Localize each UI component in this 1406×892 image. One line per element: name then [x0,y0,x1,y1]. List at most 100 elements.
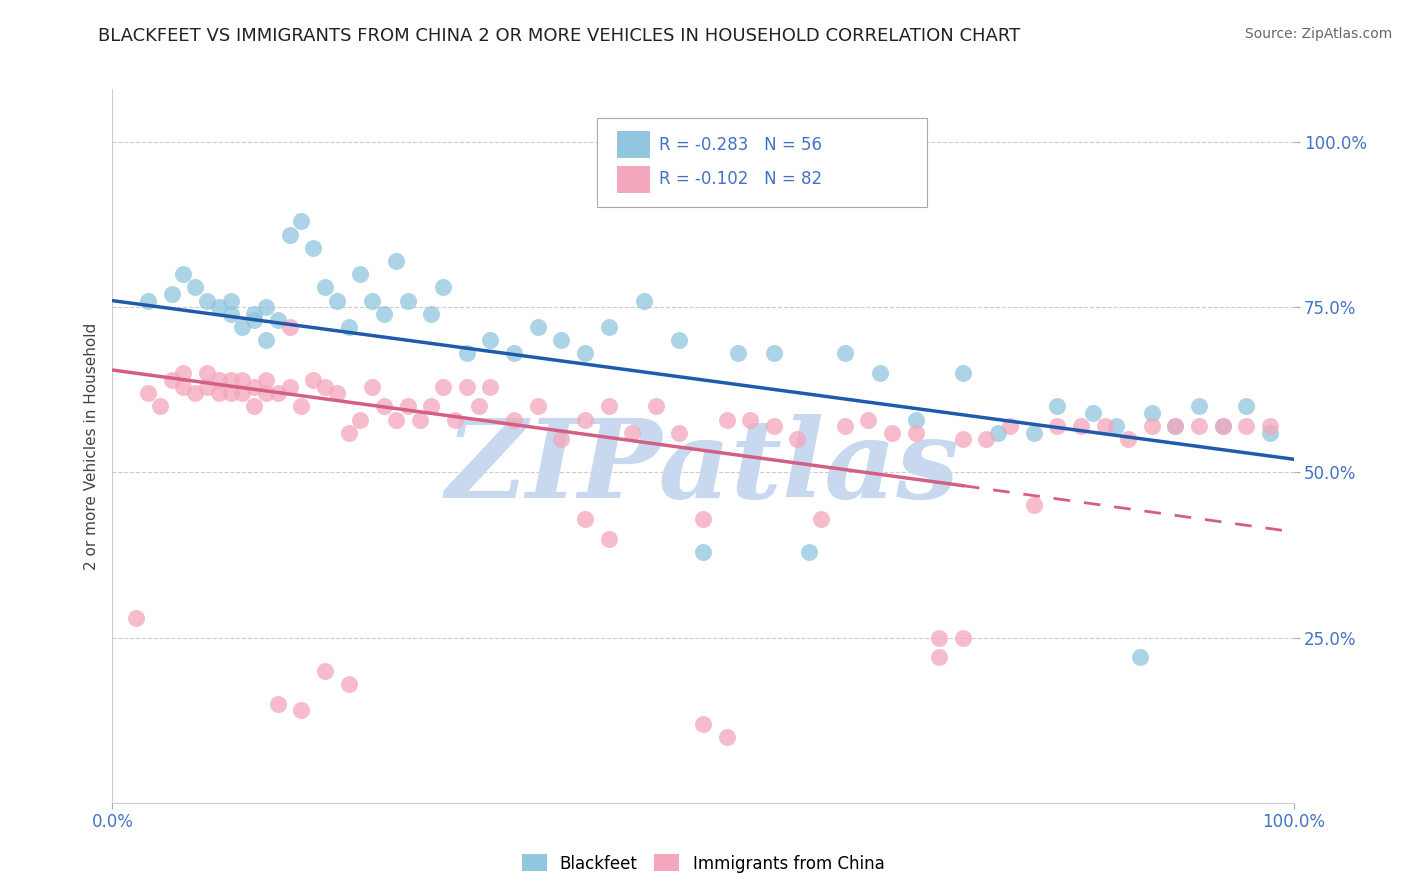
Point [172,267,194,281]
Point [267,386,290,401]
Point [550,333,572,347]
Text: R = -0.283   N = 56: R = -0.283 N = 56 [659,136,823,153]
Legend: Blackfeet, Immigrants from China: Blackfeet, Immigrants from China [515,847,891,880]
Point [136,293,159,308]
Point [219,293,242,308]
Point [208,373,231,387]
Point [644,400,666,414]
Point [1105,419,1128,434]
Point [1129,650,1152,665]
Point [479,333,502,347]
Point [361,293,384,308]
Point [195,379,218,393]
Point [869,367,891,381]
FancyBboxPatch shape [617,131,650,159]
Point [1070,419,1092,434]
Point [396,293,419,308]
Point [456,346,478,360]
Text: ZIPatlas: ZIPatlas [446,414,960,521]
Point [1140,419,1163,434]
Point [976,433,998,447]
Point [231,386,253,401]
Point [267,313,290,327]
Point [278,379,301,393]
Point [762,419,785,434]
Point [314,379,336,393]
Point [125,611,148,625]
Point [668,333,690,347]
Point [1081,406,1104,420]
Point [337,677,360,691]
Point [208,300,231,314]
Point [692,511,714,525]
Point [621,425,644,440]
Point [160,373,183,387]
Point [1212,419,1234,434]
Point [952,433,974,447]
Point [467,400,489,414]
Point [290,703,312,717]
Point [456,379,478,393]
Point [727,346,749,360]
Point [834,419,856,434]
Text: Source: ZipAtlas.com: Source: ZipAtlas.com [1244,27,1392,41]
Point [1164,419,1187,434]
Point [337,320,360,334]
Point [1234,419,1257,434]
Point [349,267,371,281]
Point [420,400,443,414]
Point [195,293,218,308]
Point [668,425,690,440]
Point [574,346,596,360]
Point [373,307,395,321]
Point [396,400,419,414]
Point [219,373,242,387]
Point [337,425,360,440]
Point [574,511,596,525]
Point [740,412,762,426]
Point [160,287,183,301]
Point [278,227,301,242]
Point [290,400,312,414]
Point [231,373,253,387]
Point [880,425,903,440]
Point [267,697,290,711]
Point [928,631,950,645]
Point [243,313,266,327]
Text: BLACKFEET VS IMMIGRANTS FROM CHINA 2 OR MORE VEHICLES IN HOUSEHOLD CORRELATION C: BLACKFEET VS IMMIGRANTS FROM CHINA 2 OR … [98,27,1021,45]
Point [195,367,218,381]
Point [326,386,349,401]
Point [243,379,266,393]
Text: R = -0.102   N = 82: R = -0.102 N = 82 [659,170,823,188]
Point [503,346,526,360]
Point [385,412,408,426]
Point [526,320,548,334]
Point [444,412,467,426]
Point [810,511,832,525]
FancyBboxPatch shape [617,166,650,193]
Point [786,433,808,447]
Point [278,320,301,334]
Point [326,293,349,308]
Point [692,716,714,731]
Point [1258,425,1281,440]
Point [231,320,253,334]
Point [361,379,384,393]
Point [1022,499,1045,513]
Point [1188,400,1211,414]
Point [598,400,620,414]
Point [526,400,548,414]
Point [290,214,312,228]
Point [149,400,172,414]
Point [314,664,336,678]
Y-axis label: 2 or more Vehicles in Household: 2 or more Vehicles in Household [83,322,98,570]
Point [1046,419,1069,434]
Point [998,419,1021,434]
Point [858,412,880,426]
Point [762,346,785,360]
Point [172,367,194,381]
Point [420,307,443,321]
Point [952,367,974,381]
Point [692,545,714,559]
Point [799,545,821,559]
